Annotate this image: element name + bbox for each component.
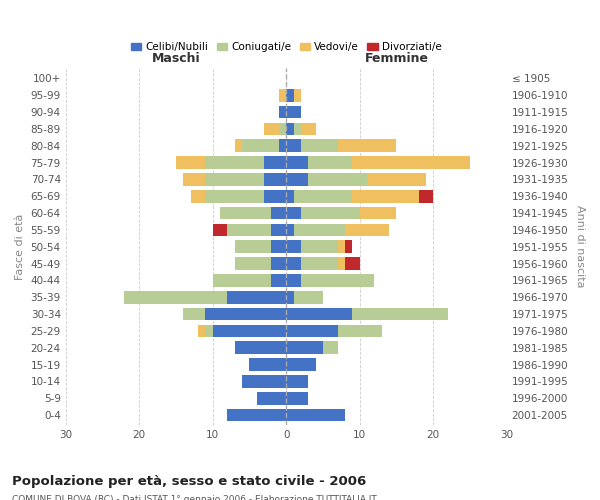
Bar	[338, 240, 345, 253]
Bar	[212, 224, 227, 236]
Bar	[345, 257, 360, 270]
Bar	[264, 173, 286, 186]
Bar	[286, 89, 293, 102]
Bar	[286, 224, 293, 236]
Bar	[235, 257, 271, 270]
Bar	[271, 206, 286, 220]
Bar	[271, 240, 286, 253]
Text: Popolazione per età, sesso e stato civile - 2006: Popolazione per età, sesso e stato civil…	[12, 475, 366, 488]
Bar	[205, 156, 264, 169]
Bar	[286, 156, 308, 169]
Bar	[345, 240, 352, 253]
Bar	[205, 190, 264, 202]
Bar	[235, 342, 286, 354]
Bar	[286, 122, 293, 135]
Bar	[183, 308, 205, 320]
Bar	[176, 156, 205, 169]
Bar	[286, 375, 308, 388]
Y-axis label: Fasce di età: Fasce di età	[15, 214, 25, 280]
Text: Femmine: Femmine	[364, 52, 428, 65]
Bar	[235, 240, 271, 253]
Bar	[301, 206, 360, 220]
Bar	[212, 274, 271, 286]
Bar	[191, 190, 205, 202]
Bar	[286, 206, 301, 220]
Bar	[205, 308, 286, 320]
Bar	[279, 106, 286, 118]
Bar	[271, 224, 286, 236]
Bar	[205, 173, 264, 186]
Bar	[250, 358, 286, 371]
Bar	[323, 342, 338, 354]
Bar	[286, 408, 345, 422]
Bar	[242, 140, 279, 152]
Bar	[352, 190, 419, 202]
Bar	[286, 308, 352, 320]
Bar	[286, 291, 293, 304]
Bar	[286, 140, 301, 152]
Bar	[360, 206, 397, 220]
Bar	[301, 257, 338, 270]
Bar	[205, 324, 212, 337]
Bar	[227, 224, 271, 236]
Bar	[286, 190, 293, 202]
Bar	[338, 140, 397, 152]
Bar	[308, 156, 352, 169]
Bar	[286, 240, 301, 253]
Bar	[286, 274, 301, 286]
Bar	[286, 173, 308, 186]
Bar	[286, 324, 338, 337]
Bar	[293, 122, 301, 135]
Bar	[279, 140, 286, 152]
Bar	[286, 392, 308, 404]
Bar	[271, 274, 286, 286]
Bar	[286, 358, 316, 371]
Bar	[286, 257, 301, 270]
Text: COMUNE DI BOVA (RC) - Dati ISTAT 1° gennaio 2006 - Elaborazione TUTTITALIA.IT: COMUNE DI BOVA (RC) - Dati ISTAT 1° genn…	[12, 495, 377, 500]
Bar	[301, 274, 374, 286]
Text: Maschi: Maschi	[152, 52, 200, 65]
Bar	[183, 173, 205, 186]
Bar	[286, 342, 323, 354]
Bar	[301, 240, 338, 253]
Bar	[301, 122, 316, 135]
Bar	[227, 291, 286, 304]
Bar	[271, 257, 286, 270]
Bar	[367, 173, 426, 186]
Bar	[264, 122, 279, 135]
Bar	[293, 89, 301, 102]
Bar	[264, 156, 286, 169]
Bar	[419, 190, 433, 202]
Bar	[286, 106, 301, 118]
Legend: Celibi/Nubili, Coniugati/e, Vedovi/e, Divorziati/e: Celibi/Nubili, Coniugati/e, Vedovi/e, Di…	[127, 38, 446, 56]
Bar	[227, 408, 286, 422]
Bar	[338, 257, 345, 270]
Bar	[293, 190, 352, 202]
Bar	[212, 324, 286, 337]
Bar	[279, 122, 286, 135]
Bar	[352, 156, 470, 169]
Bar	[352, 308, 448, 320]
Bar	[220, 206, 271, 220]
Bar	[242, 375, 286, 388]
Y-axis label: Anni di nascita: Anni di nascita	[575, 206, 585, 288]
Bar	[124, 291, 227, 304]
Bar	[198, 324, 205, 337]
Bar	[345, 224, 389, 236]
Bar	[308, 173, 367, 186]
Bar	[257, 392, 286, 404]
Bar	[301, 140, 338, 152]
Bar	[293, 224, 345, 236]
Bar	[264, 190, 286, 202]
Bar	[279, 89, 286, 102]
Bar	[293, 291, 323, 304]
Bar	[338, 324, 382, 337]
Bar	[235, 140, 242, 152]
